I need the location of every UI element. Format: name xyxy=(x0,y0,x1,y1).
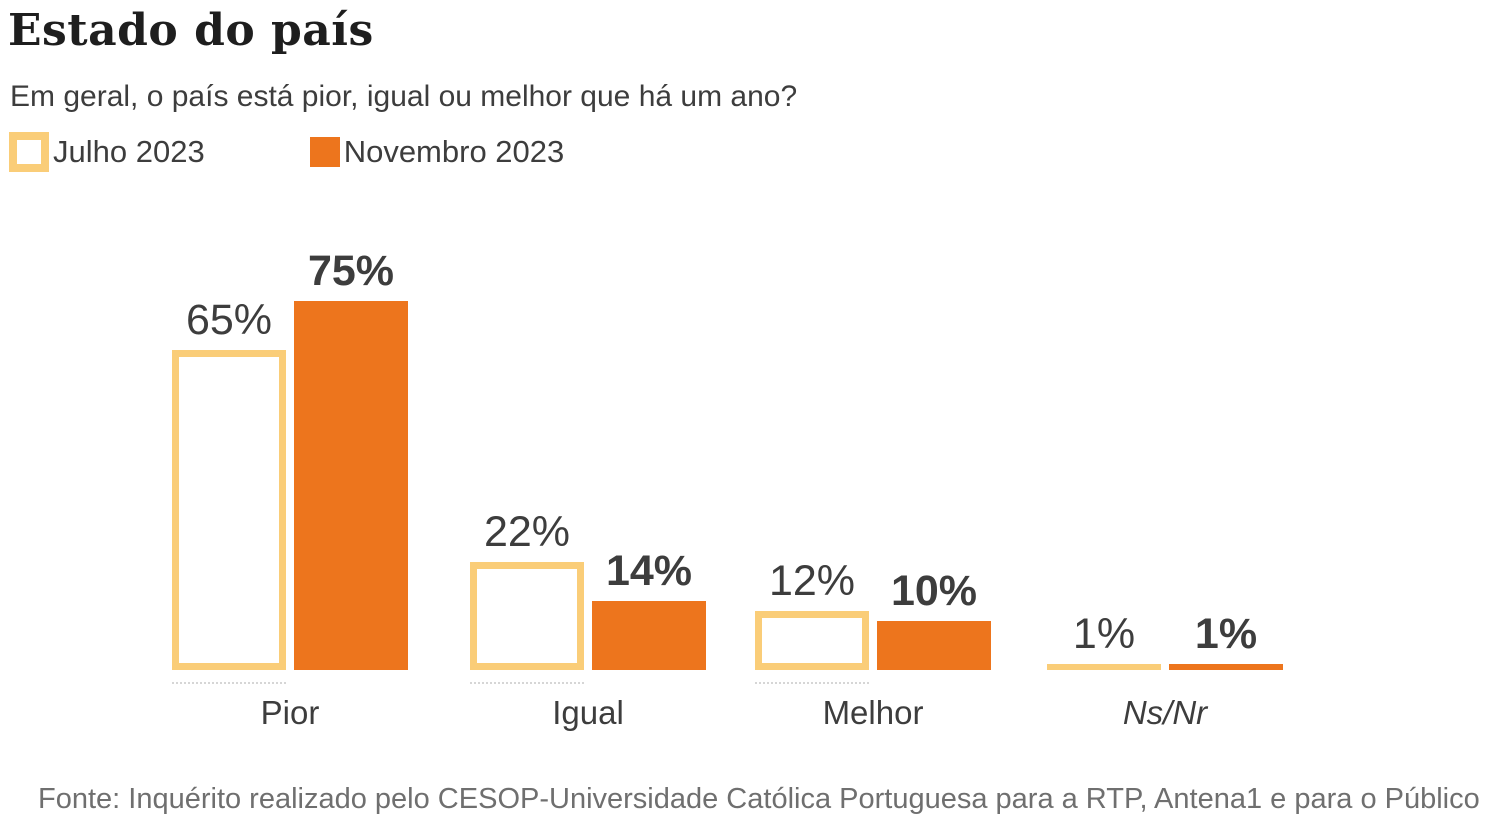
legend: Julho 2023 Novembro 2023 xyxy=(9,130,564,174)
bar-group-pior: 65% 75% xyxy=(172,240,408,684)
value-label-julho-2023-igual: 22% xyxy=(483,508,571,556)
value-label-novembro-2023-ns-nr: 1% xyxy=(1194,610,1258,658)
bar-julho-2023-melhor xyxy=(755,611,869,670)
value-label-novembro-2023-melhor: 10% xyxy=(890,567,978,615)
category-label-pior: Pior xyxy=(260,694,320,731)
value-label-julho-2023-melhor: 12% xyxy=(768,557,856,605)
category-label-ns-nr: Ns/Nr xyxy=(1122,694,1208,731)
category-label-igual: Igual xyxy=(552,694,624,731)
source-note: Fonte: Inquérito realizado pelo CESOP-Un… xyxy=(38,783,1480,815)
value-label-novembro-2023-pior: 75% xyxy=(307,247,395,295)
value-label-julho-2023-ns-nr: 1% xyxy=(1072,610,1136,658)
legend-label-novembro: Novembro 2023 xyxy=(343,134,565,169)
bar-novembro-2023-ns-nr xyxy=(1169,664,1283,670)
value-label-novembro-2023-igual: 14% xyxy=(605,547,693,595)
legend-item-julho: Julho 2023 xyxy=(9,132,205,172)
legend-item-novembro: Novembro 2023 xyxy=(309,134,565,170)
bar-novembro-2023-pior xyxy=(294,301,408,670)
legend-label-julho: Julho 2023 xyxy=(53,134,205,169)
value-label-julho-2023-pior: 65% xyxy=(185,296,273,344)
chart-title: Estado do país xyxy=(8,5,374,56)
bar-julho-2023-ns-nr xyxy=(1047,664,1161,670)
category-label-melhor: Melhor xyxy=(822,694,924,731)
bar-underline-melhor xyxy=(755,682,869,684)
bar-group-ns-nr: 1% 1% xyxy=(1047,240,1283,670)
bar-group-igual: 22% 14% xyxy=(470,240,706,684)
chart-subtitle: Em geral, o país está pior, igual ou mel… xyxy=(10,80,798,113)
bar-julho-2023-pior xyxy=(172,350,286,670)
bar-underline-igual xyxy=(470,682,584,684)
bar-underline-pior xyxy=(172,682,286,684)
bar-group-melhor: 12% 10% xyxy=(755,240,991,684)
bar-novembro-2023-melhor xyxy=(877,621,991,670)
legend-swatch-novembro xyxy=(309,137,340,167)
bar-novembro-2023-igual xyxy=(592,601,706,670)
legend-swatch-julho xyxy=(9,132,49,172)
bar-julho-2023-igual xyxy=(470,562,584,670)
